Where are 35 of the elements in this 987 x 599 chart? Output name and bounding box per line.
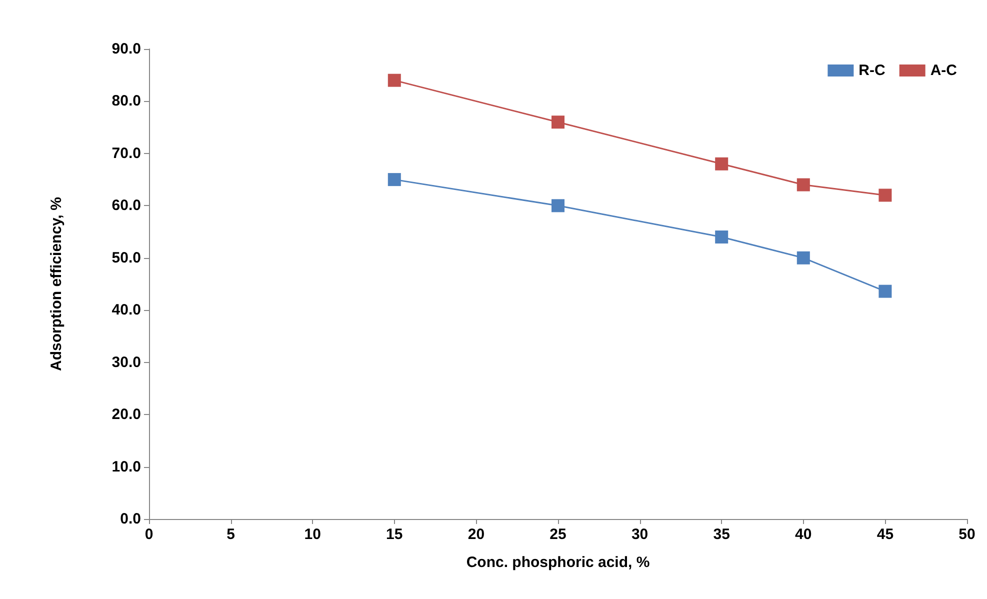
y-tick-label: 90.0: [112, 40, 141, 58]
point: [388, 173, 401, 186]
x-tick-label: 35: [713, 526, 730, 543]
x-tick-label: 50: [958, 526, 976, 543]
point: [552, 116, 564, 129]
x-tick-label: 40: [795, 526, 812, 543]
y-tick-label: 70.0: [112, 144, 141, 162]
x-tick-label: 45: [876, 526, 894, 543]
y-tick-label: 10.0: [112, 458, 141, 476]
y-tick-label: 30.0: [112, 354, 141, 371]
x-tick-label: 30: [631, 526, 648, 543]
x-tick-label: 10: [304, 526, 321, 543]
y-tick-label: 20.0: [112, 406, 141, 424]
y-tick-label: 50.0: [112, 249, 141, 266]
point: [552, 199, 564, 212]
x-tick-label: 5: [226, 526, 235, 543]
point: [388, 74, 401, 87]
x-tick-label: 20: [468, 526, 485, 543]
point: [878, 284, 892, 298]
x-tick-label: 0: [144, 526, 154, 543]
point: [715, 157, 728, 170]
y-axis-title: Adsorption efficiency, %: [48, 197, 65, 371]
x-tick-label: 25: [550, 526, 566, 543]
y-tick-label: 40.0: [112, 302, 141, 319]
point: [796, 178, 810, 192]
point: [796, 251, 810, 264]
point: [715, 230, 728, 244]
legend-label: A-C: [930, 62, 958, 79]
x-axis-title: Conc. phosphoric acid, %: [466, 554, 650, 571]
y-tick-label: 0.0: [120, 510, 141, 528]
legend-label: R-C: [858, 62, 886, 79]
point: [878, 188, 892, 202]
y-tick-label: 80.0: [112, 92, 141, 110]
x-tick-label: 15: [386, 526, 403, 543]
y-tick-label: 60.0: [112, 197, 141, 214]
